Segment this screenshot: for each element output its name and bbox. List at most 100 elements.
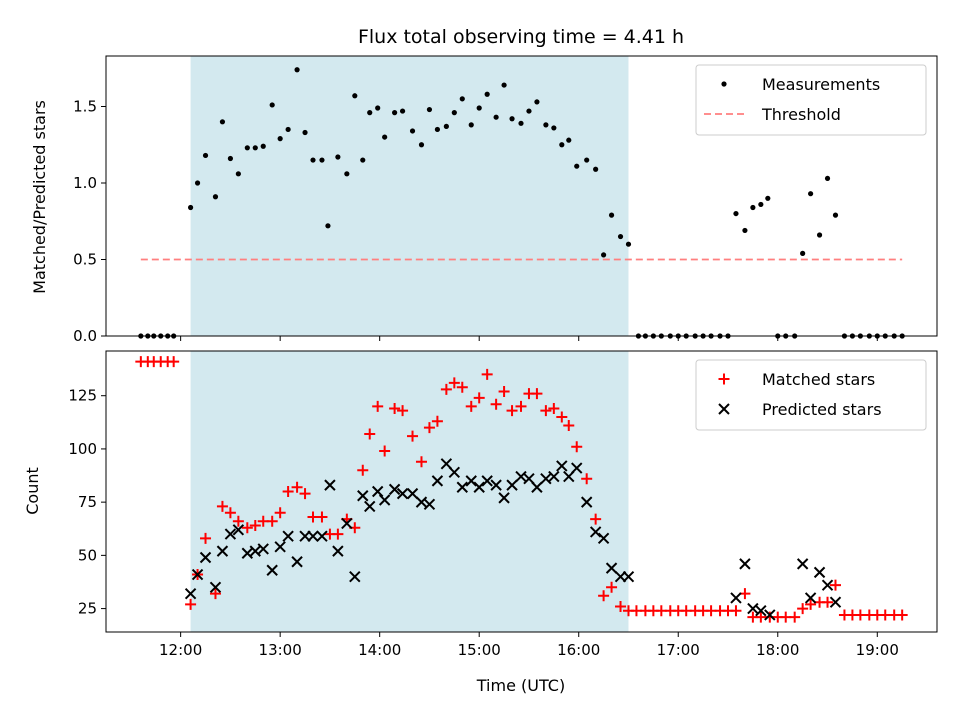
predicted-star-point: [747, 602, 759, 615]
predicted-star-point: [580, 496, 593, 508]
matched-star-point: [590, 513, 602, 525]
matched-star-point: [498, 385, 510, 397]
predicted-star-point: [232, 524, 245, 536]
predicted-star-point: [241, 547, 254, 559]
top-y-tick-label: 0.5: [73, 250, 97, 268]
predicted-star-point: [448, 466, 461, 479]
top-panel: 0.0 0.5 1.0 1.5 Measurements Threshold: [73, 55, 938, 345]
predicted-star-point: [813, 566, 826, 579]
matched-star-point: [506, 405, 518, 417]
measurement-point: [294, 67, 300, 73]
matched-star-point: [316, 511, 328, 523]
matched-star-point: [571, 441, 583, 453]
measurement-point: [277, 136, 283, 142]
x-tick-label: 17:00: [657, 641, 700, 659]
measurement-point: [194, 180, 201, 186]
matched-star-point: [822, 596, 834, 608]
predicted-star-point: [548, 470, 560, 483]
matched-star-point: [185, 598, 197, 610]
predicted-star-point: [224, 528, 237, 540]
measurement-point: [800, 250, 806, 256]
matched-star-point: [481, 368, 493, 380]
measurement-point: [608, 212, 615, 218]
measurement-point: [212, 194, 219, 200]
matched-star-point: [397, 405, 409, 417]
matched-star-point: [431, 415, 443, 427]
predicted-star-point: [257, 543, 269, 555]
matched-star-point: [448, 377, 460, 389]
measurement-point: [765, 195, 771, 201]
top-y-tick-label: 0.0: [73, 327, 97, 345]
predicted-star-point: [378, 494, 391, 506]
predicted-star-point: [515, 470, 527, 483]
matched-star-point: [282, 486, 294, 497]
x-axis-label: Time (UTC): [476, 676, 565, 695]
matched-star-point: [241, 522, 253, 534]
measurement-point: [459, 96, 465, 102]
bottom-panel: 25 50 75 100 125 12:00 13:00 14:00 15:00 16:00 17:…: [68, 350, 938, 659]
predicted-star-point: [341, 517, 353, 530]
predicted-star-point: [804, 592, 817, 604]
matched-star-point: [357, 464, 369, 476]
matched-star-point: [556, 411, 568, 423]
measurement-point: [227, 155, 234, 162]
predicted-star-point: [307, 530, 319, 542]
measurement-point: [559, 142, 565, 148]
predicted-star-point: [739, 558, 751, 570]
predicted-star-point: [605, 562, 618, 574]
predicted-star-point: [216, 545, 229, 557]
legend-label: Measurements: [762, 75, 880, 94]
bottom-y-tick-label: 125: [68, 387, 97, 405]
matched-star-point: [407, 430, 419, 442]
measurement-point: [219, 119, 226, 125]
matched-star-point: [540, 405, 552, 417]
predicted-star-point: [481, 475, 493, 487]
bottom-y-tick-label: 100: [68, 440, 97, 458]
measurement-point: [758, 201, 764, 208]
bottom-legend-box: [695, 359, 927, 431]
measurement-point: [824, 175, 831, 182]
predicted-star-point: [431, 475, 444, 487]
predicted-star-point: [199, 551, 212, 564]
top-y-tick-label: 1.0: [73, 174, 97, 192]
top-legend-box: [695, 64, 927, 136]
predicted-star-point: [465, 475, 477, 487]
x-tick-label: 14:00: [358, 641, 401, 659]
measurement-point: [310, 157, 316, 163]
measurement-point: [344, 171, 350, 177]
matched-star-point: [224, 507, 236, 519]
predicted-star-point: [364, 500, 376, 513]
legend-label: Threshold: [761, 105, 841, 124]
matched-star-point: [232, 515, 244, 527]
predicted-star-point: [415, 496, 428, 508]
measurement-point: [574, 163, 580, 169]
measurement-point: [816, 232, 823, 238]
matched-star-point: [606, 581, 618, 593]
predicted-star-point: [589, 526, 602, 538]
predicted-star-point: [571, 462, 583, 474]
predicted-star-point: [209, 581, 222, 594]
predicted-star-point: [829, 596, 842, 608]
measurement-point: [451, 110, 457, 116]
measurement-point: [468, 122, 474, 128]
matched-star-point: [364, 428, 376, 440]
measurement-point: [302, 129, 308, 136]
measurement-point: [584, 157, 590, 163]
matched-star-point: [168, 356, 180, 368]
predicted-star-point: [249, 545, 261, 557]
predicted-star-point: [316, 530, 328, 542]
matched-star-point: [730, 605, 742, 617]
measurement-point: [593, 166, 599, 172]
measurement-point: [352, 93, 358, 99]
predicted-star-point: [490, 479, 502, 491]
predicted-star-point: [540, 473, 552, 485]
measurement-point: [733, 210, 739, 217]
measurement-point: [260, 143, 266, 149]
predicted-star-point: [332, 545, 344, 557]
measurement-point: [501, 82, 507, 88]
predicted-star-point: [349, 570, 361, 583]
x-tick-label: 18:00: [756, 641, 799, 659]
top-axes-frame: [105, 55, 938, 337]
predicted-star-point: [821, 579, 834, 591]
